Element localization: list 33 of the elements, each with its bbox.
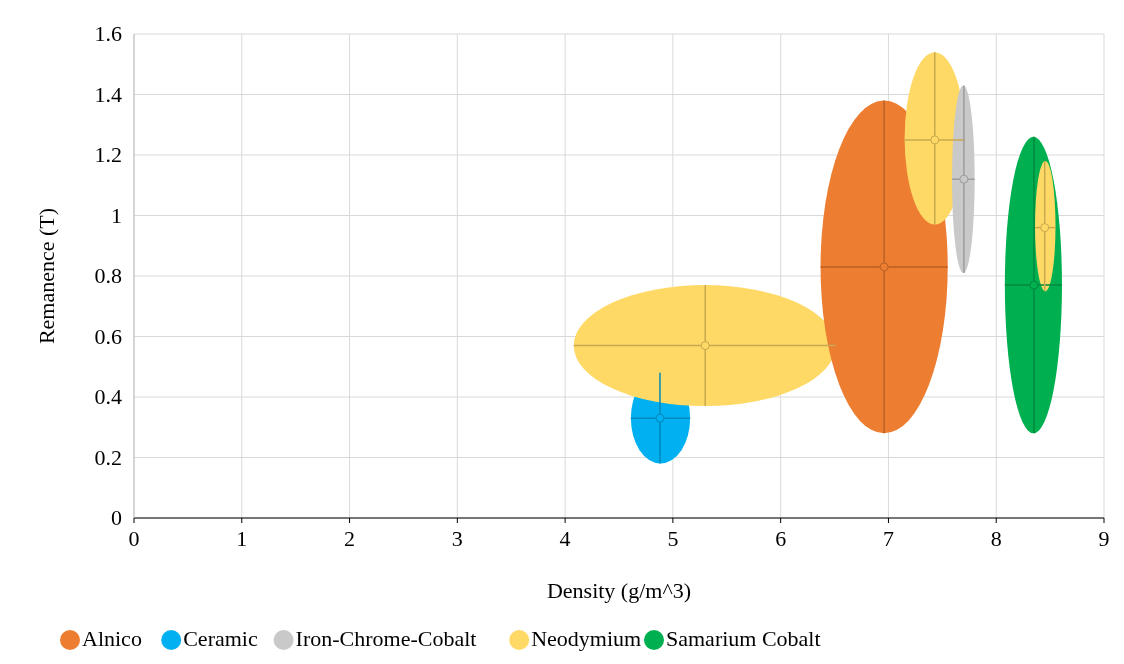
y-tick-label: 0.8 <box>94 263 122 288</box>
point <box>879 262 889 272</box>
y-tick-label: 0.4 <box>94 384 122 409</box>
legend-label: Neodymium <box>531 626 642 651</box>
y-tick-label: 1.6 <box>94 21 122 46</box>
legend-label: Samarium Cobalt <box>666 626 821 651</box>
x-tick-label: 8 <box>990 526 1002 551</box>
point <box>930 135 940 145</box>
x-tick-label: 9 <box>1098 526 1110 551</box>
x-axis-title: Density (g/m^3) <box>546 578 692 603</box>
x-tick-label: 6 <box>775 526 787 551</box>
x-tick-label: 0 <box>128 526 140 551</box>
x-tick-label: 1 <box>236 526 248 551</box>
legend-label: Ceramic <box>183 626 258 651</box>
legend-label: Alnico <box>82 626 142 651</box>
y-tick-label: 0 <box>111 505 122 530</box>
x-tick-label: 3 <box>451 526 463 551</box>
x-tick-label: 7 <box>882 526 894 551</box>
point <box>1029 280 1039 290</box>
x-tick-label: 5 <box>667 526 679 551</box>
legend-label: Iron-Chrome-Cobalt <box>295 626 477 651</box>
x-tick-label: 4 <box>559 526 571 551</box>
point <box>959 174 969 184</box>
point <box>1040 223 1050 233</box>
point <box>700 341 710 351</box>
y-tick-label: 0.2 <box>94 444 122 470</box>
y-tick-label: 0.6 <box>94 323 122 349</box>
y-axis-title: Remanence (T) <box>34 207 59 345</box>
point <box>655 413 665 423</box>
y-tick-label: 1.2 <box>94 142 122 167</box>
y-tick-label: 1.4 <box>94 81 122 107</box>
y-tick-label: 1 <box>111 202 122 228</box>
x-tick-label: 2 <box>344 526 356 551</box>
